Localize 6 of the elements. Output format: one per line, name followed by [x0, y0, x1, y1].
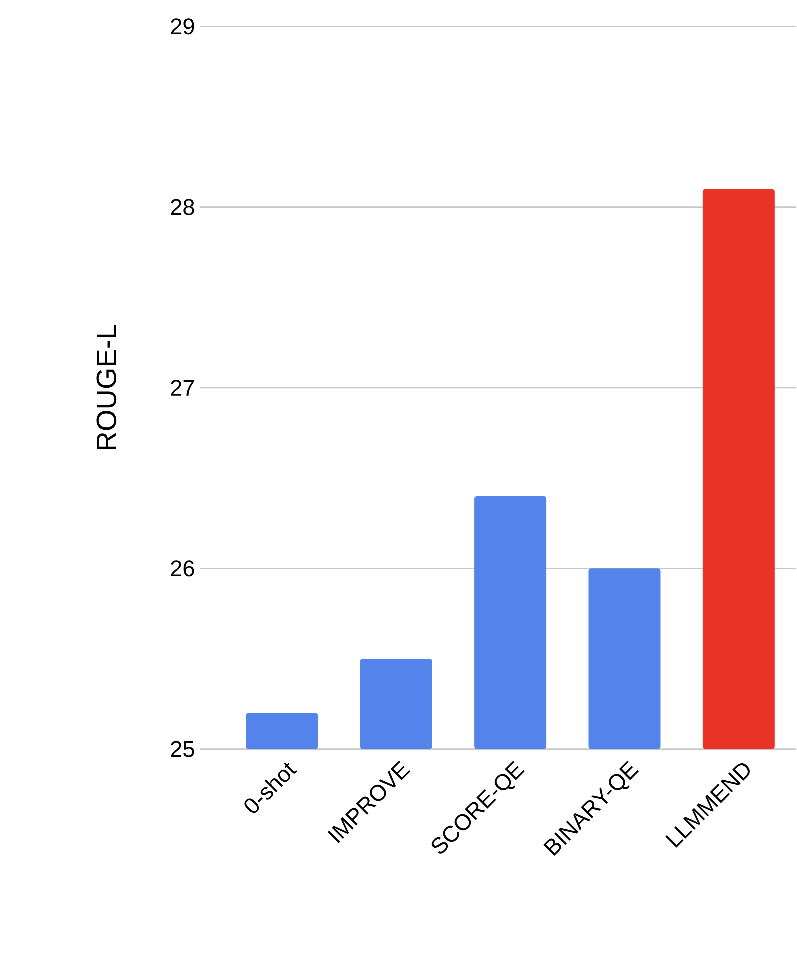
y-tick-label: 29 — [171, 18, 194, 35]
y-tick-label: 25 — [171, 741, 194, 758]
y-axis-title: ROUGE-L — [96, 325, 117, 450]
y-tick-label: 26 — [171, 560, 194, 577]
y-tick-label: 27 — [171, 380, 194, 396]
y-tick-label: 28 — [171, 199, 194, 216]
